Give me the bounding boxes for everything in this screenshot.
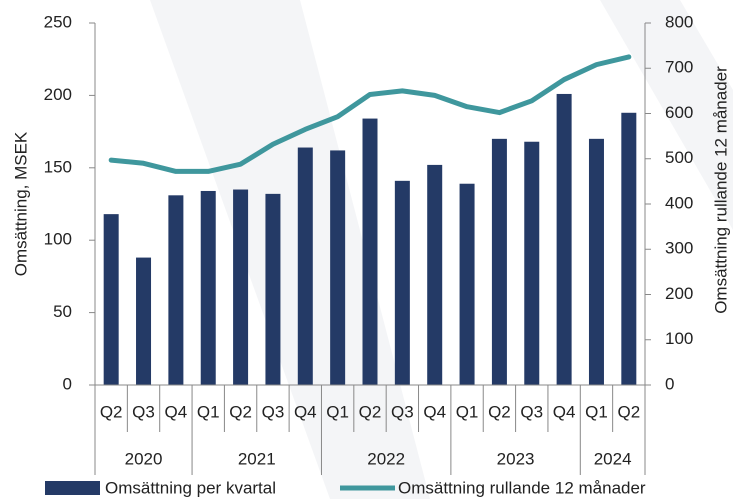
y-tick-label: 150 [44, 157, 72, 176]
x-tick-label: Q3 [391, 402, 414, 421]
y2-tick-label: 200 [665, 284, 693, 303]
bar [394, 180, 410, 385]
bar [556, 93, 572, 386]
x-tick-label: Q2 [359, 402, 382, 421]
year-label: 2024 [594, 449, 632, 468]
bar [103, 214, 119, 385]
bar [200, 190, 216, 385]
x-tick-label: Q3 [262, 402, 285, 421]
bar [168, 195, 184, 385]
y2-tick-label: 800 [665, 12, 693, 31]
x-tick-label: Q4 [553, 402, 576, 421]
x-tick-label: Q3 [132, 402, 155, 421]
x-tick-label: Q2 [229, 402, 252, 421]
year-label: 2022 [367, 449, 405, 468]
y-tick-label: 50 [53, 302, 72, 321]
background-shape [150, 0, 430, 499]
x-tick-label: Q4 [165, 402, 188, 421]
y-tick-label: 0 [63, 374, 72, 393]
bar [297, 147, 313, 385]
x-tick-label: Q2 [488, 402, 511, 421]
y2-tick-label: 500 [665, 148, 693, 167]
x-tick-label: Q4 [294, 402, 317, 421]
legend-label: Omsättning per kvartal [105, 478, 276, 497]
x-tick-label: Q3 [520, 402, 543, 421]
year-label: 2021 [238, 449, 276, 468]
y2-tick-label: 400 [665, 193, 693, 212]
y2-tick-label: 0 [665, 374, 674, 393]
x-tick-label: Q1 [326, 402, 349, 421]
x-tick-label: Q1 [585, 402, 608, 421]
bar [621, 112, 637, 385]
bar [233, 189, 249, 385]
y-tick-label: 200 [44, 85, 72, 104]
bar [588, 138, 604, 385]
y2-tick-label: 300 [665, 239, 693, 258]
background-shape [600, 0, 733, 230]
line [108, 54, 632, 174]
bar [265, 193, 281, 385]
y-tick-label: 250 [44, 12, 72, 31]
bar [524, 141, 540, 385]
x-tick-label: Q2 [617, 402, 640, 421]
y2-axis-label: Omsättning rullande 12 månader [711, 66, 730, 314]
y-axis-label: Omsättning, MSEK [11, 131, 30, 276]
bar [330, 150, 346, 385]
y2-tick-label: 100 [665, 329, 693, 348]
y-tick-label: 100 [44, 230, 72, 249]
bar [362, 118, 378, 386]
bar [427, 164, 443, 385]
bar [136, 257, 152, 385]
y2-tick-label: 700 [665, 58, 693, 77]
year-label: 2023 [497, 449, 535, 468]
y2-tick-label: 600 [665, 103, 693, 122]
legend-swatch [45, 481, 100, 495]
bar [491, 138, 507, 385]
legend-label: Omsättning rullande 12 månader [398, 478, 646, 497]
x-tick-label: Q4 [423, 402, 446, 421]
x-tick-label: Q2 [100, 402, 123, 421]
year-label: 2020 [125, 449, 163, 468]
bar [459, 183, 475, 385]
x-tick-label: Q1 [197, 402, 220, 421]
x-tick-label: Q1 [456, 402, 479, 421]
